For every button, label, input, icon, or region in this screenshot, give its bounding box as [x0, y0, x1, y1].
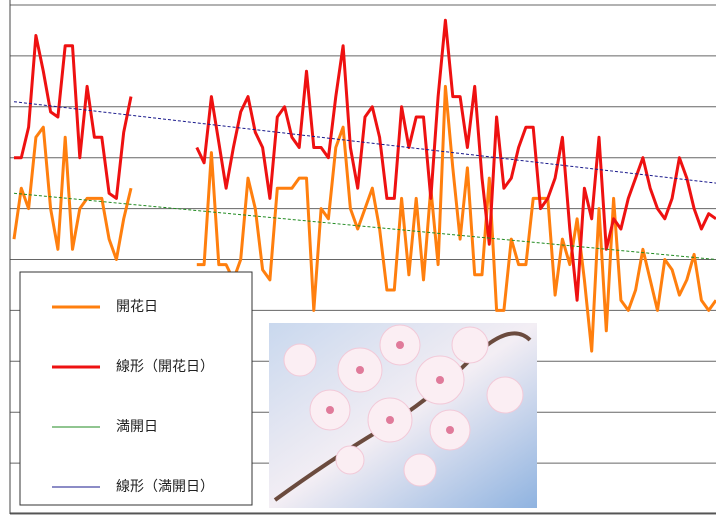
photo [269, 323, 537, 508]
legend-label: 線形（満開日） [116, 479, 214, 495]
legend-label: 線形（開花日） [116, 359, 214, 375]
page: {"chart_data": {"type": "line", "xlim": … [0, 0, 716, 519]
legend-label: 満開日 [116, 419, 158, 435]
legend-label: 開花日 [116, 299, 158, 315]
chart: 開花日線形（開花日） 満開日線形（満開日） [0, 0, 716, 515]
